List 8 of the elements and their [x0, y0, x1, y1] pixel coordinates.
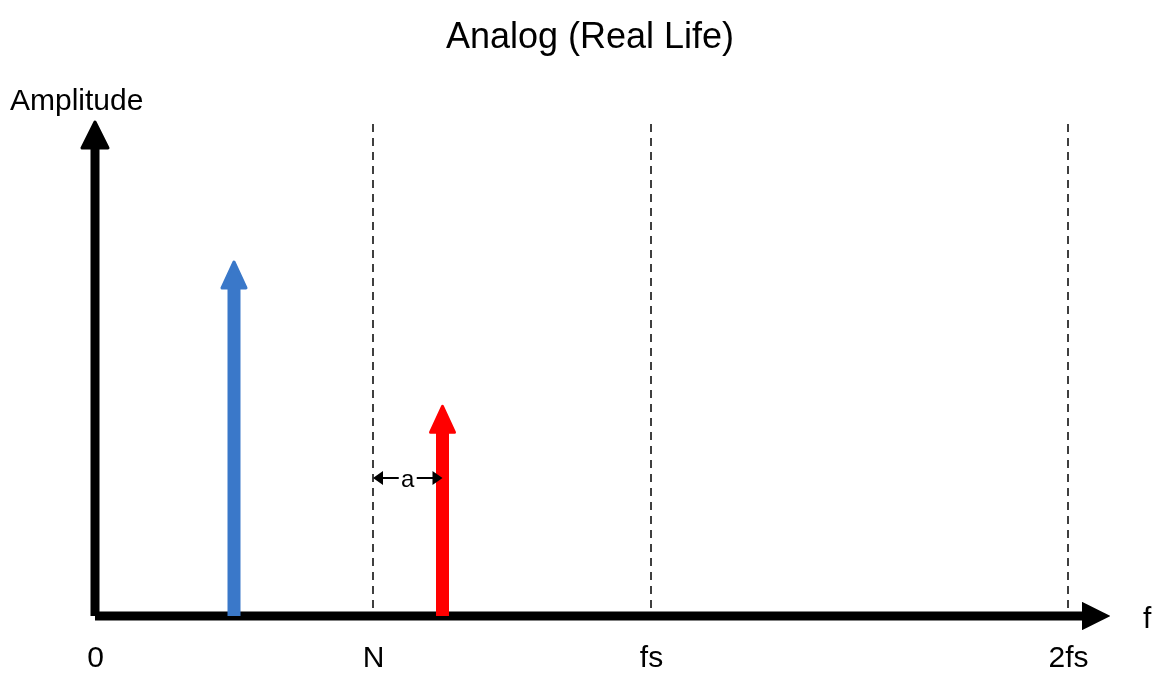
x-tick-label: 0	[87, 640, 104, 674]
text: f	[1143, 601, 1152, 634]
x-tick-label: 2fs	[1048, 640, 1089, 674]
x-tick-label: N	[362, 640, 385, 674]
annotation: a	[401, 465, 416, 492]
chart-title: Analog (Real Life)	[445, 15, 735, 56]
x-tick-label: fs	[639, 640, 664, 674]
text: Amplitude	[10, 83, 144, 116]
